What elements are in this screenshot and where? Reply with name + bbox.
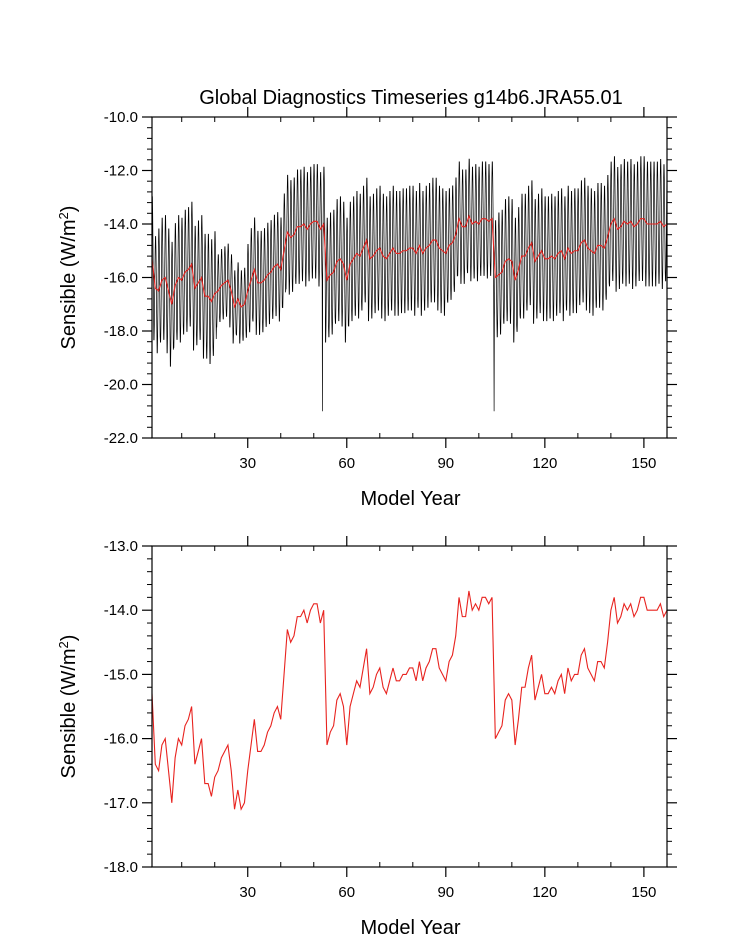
x-tick-label: 90 — [437, 455, 454, 472]
y-tick-label: -13.0 — [104, 538, 138, 555]
y-tick-label: -22.0 — [104, 430, 138, 447]
y-tick-label: -18.0 — [104, 859, 138, 876]
y-tick-label: -16.0 — [104, 731, 138, 748]
plot-frame — [151, 545, 668, 868]
x-tick-label: 120 — [532, 884, 557, 901]
y-tick-label: -16.0 — [104, 270, 138, 287]
x-axis-label: Model Year — [360, 488, 460, 510]
x-axis-label: Model Year — [360, 917, 460, 939]
x-tick-label: 30 — [239, 455, 256, 472]
y-tick-label: -17.0 — [104, 795, 138, 812]
x-tick-label: 60 — [338, 884, 355, 901]
x-tick-label: 60 — [338, 455, 355, 472]
x-tick-label: 150 — [631, 884, 656, 901]
y-axis-label: Sensible (W/m2) — [56, 206, 80, 350]
panel-bottom: 30 60 90 120 150 -18.0 -17.0 -16.0 -15.0 -14.0 -13… — [56, 536, 677, 939]
y-tick-label: -20.0 — [104, 377, 138, 394]
series-line-annual — [152, 214, 667, 309]
y-tick-label: -15.0 — [104, 666, 138, 683]
x-tick-label: 120 — [532, 455, 557, 472]
series-line-monthly — [152, 156, 667, 412]
y-tick-label: -12.0 — [104, 163, 138, 180]
y-tick-label: -14.0 — [104, 216, 138, 233]
x-tick-label: 90 — [437, 884, 454, 901]
x-tick-label: 30 — [239, 884, 256, 901]
y-tick-label: -10.0 — [104, 109, 138, 126]
y-axis-label: Sensible (W/m2) — [56, 635, 80, 779]
chart-title: Global Diagnostics Timeseries g14b6.JRA5… — [199, 87, 623, 109]
panel-top: 30 60 90 120 150 -22.0 -20.0 -18.0 -16.0 -14.0 -12… — [56, 107, 677, 510]
y-tick-label: -18.0 — [104, 323, 138, 340]
x-tick-label: 150 — [631, 455, 656, 472]
series-line-annual — [152, 590, 667, 811]
y-tick-label: -14.0 — [104, 602, 138, 619]
